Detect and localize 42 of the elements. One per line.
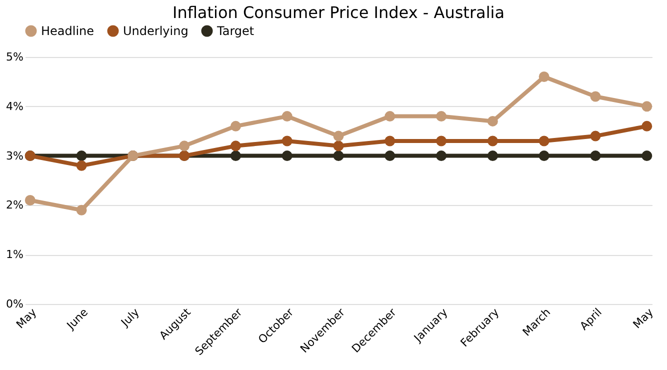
legend-label: Target (216, 24, 254, 38)
legend-label: Headline (41, 24, 94, 38)
point (590, 150, 601, 162)
y-tick-label: 1% (6, 248, 24, 262)
y-tick-label: 3% (6, 149, 24, 162)
chart-title: Inflation Consumer Price Index - Australia (172, 3, 505, 22)
point (333, 130, 344, 142)
point (538, 136, 550, 146)
y-tick-label: 4% (6, 100, 24, 113)
y-tick-label: 0% (6, 298, 24, 310)
point (24, 195, 36, 206)
point (487, 116, 498, 126)
point (230, 140, 241, 152)
point (384, 150, 396, 162)
point (538, 72, 550, 82)
point (590, 91, 601, 102)
point (333, 150, 344, 162)
point (333, 140, 344, 152)
point (76, 150, 87, 162)
point (230, 120, 241, 132)
point (590, 130, 601, 142)
y-tick-label: 5% (6, 50, 24, 64)
point (436, 150, 447, 162)
point (179, 140, 190, 152)
point (642, 101, 652, 112)
point (436, 136, 447, 146)
point (642, 120, 652, 132)
point (538, 150, 550, 162)
point (230, 150, 241, 162)
point (642, 150, 652, 162)
point (76, 160, 87, 171)
point (282, 150, 292, 162)
point (282, 111, 292, 122)
point (282, 136, 292, 146)
point (436, 111, 447, 122)
y-tick-label: 2% (6, 198, 24, 212)
legend-label: Underlying (123, 24, 188, 38)
point (487, 150, 498, 162)
point (76, 204, 87, 216)
point (384, 136, 396, 146)
point (384, 111, 396, 122)
point (487, 136, 498, 146)
